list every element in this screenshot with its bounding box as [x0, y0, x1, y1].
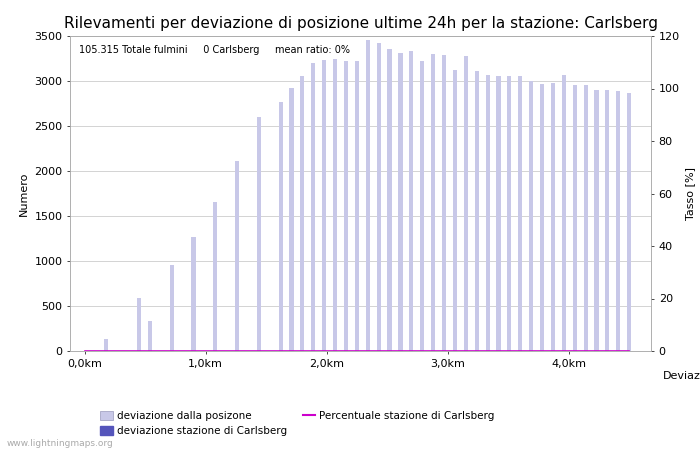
Bar — [584, 85, 588, 351]
Bar — [148, 321, 152, 351]
Bar — [606, 90, 610, 351]
Bar — [420, 61, 424, 351]
Bar — [518, 76, 522, 351]
Bar — [169, 265, 174, 351]
Bar — [551, 83, 555, 351]
Y-axis label: Numero: Numero — [19, 171, 29, 216]
Bar — [279, 102, 283, 351]
Bar — [137, 298, 141, 351]
Bar — [300, 76, 304, 351]
Legend: deviazione dalla posizone, deviazione stazione di Carlsberg, Percentuale stazion: deviazione dalla posizone, deviazione st… — [96, 407, 499, 440]
Bar — [486, 75, 490, 351]
Bar — [594, 90, 598, 351]
Bar — [508, 76, 512, 351]
Bar — [355, 61, 359, 351]
Bar — [322, 60, 326, 351]
Title: Rilevamenti per deviazione di posizione ultime 24h per la stazione: Carlsberg: Rilevamenti per deviazione di posizione … — [64, 16, 657, 31]
Bar — [214, 202, 217, 351]
Bar — [496, 76, 500, 351]
Text: Deviazioni: Deviazioni — [663, 372, 700, 382]
Bar — [333, 59, 337, 351]
Bar — [312, 63, 316, 351]
Bar — [463, 56, 468, 351]
Bar — [573, 85, 577, 351]
Bar — [627, 93, 631, 351]
Bar — [191, 237, 195, 351]
Bar — [257, 117, 261, 351]
Bar — [104, 339, 108, 351]
Bar — [388, 50, 391, 351]
Bar — [529, 81, 533, 351]
Text: www.lightningmaps.org: www.lightningmaps.org — [7, 439, 113, 448]
Bar — [453, 70, 457, 351]
Bar — [442, 55, 446, 351]
Bar — [540, 84, 544, 351]
Bar — [616, 91, 620, 351]
Bar — [235, 161, 239, 351]
Bar — [410, 51, 414, 351]
Bar — [431, 54, 435, 351]
Bar — [398, 53, 402, 351]
Y-axis label: Tasso [%]: Tasso [%] — [685, 167, 695, 220]
Text: 105.315 Totale fulmini     0 Carlsberg     mean ratio: 0%: 105.315 Totale fulmini 0 Carlsberg mean … — [78, 45, 350, 55]
Bar — [289, 88, 293, 351]
Bar — [365, 40, 370, 351]
Bar — [475, 71, 479, 351]
Bar — [377, 43, 381, 351]
Bar — [344, 61, 348, 351]
Bar — [562, 75, 566, 351]
